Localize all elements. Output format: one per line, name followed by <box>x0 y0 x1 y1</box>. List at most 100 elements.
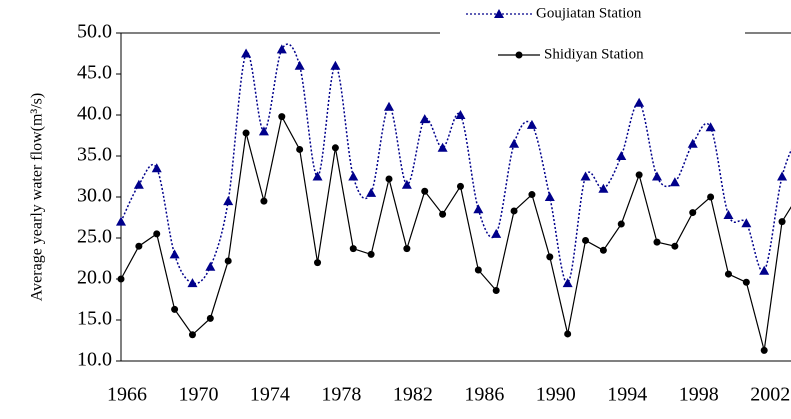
legend-marker <box>515 51 523 59</box>
marker <box>582 236 590 244</box>
marker <box>206 314 214 322</box>
plot-area <box>116 43 791 354</box>
x-tick-label: 1990 <box>536 384 576 406</box>
marker <box>705 122 716 132</box>
marker <box>296 145 304 153</box>
marker <box>723 210 734 220</box>
marker <box>169 249 180 259</box>
y-tick-label: 30.0 <box>77 185 112 207</box>
marker <box>419 114 430 124</box>
marker <box>564 330 572 338</box>
y-tick-label: 25.0 <box>77 226 112 248</box>
marker <box>205 261 216 271</box>
marker <box>278 113 286 121</box>
marker <box>509 138 520 148</box>
marker <box>491 228 502 238</box>
marker <box>348 171 359 181</box>
marker <box>759 265 770 275</box>
marker <box>171 305 179 313</box>
marker <box>707 193 715 201</box>
marker <box>437 142 448 152</box>
marker <box>384 101 394 111</box>
marker <box>153 230 161 238</box>
marker <box>652 171 662 181</box>
x-tick-label: 2002 <box>750 384 790 406</box>
marker <box>689 209 697 217</box>
y-axis-label: Average yearly water flow(m³/s) <box>29 93 46 301</box>
marker <box>653 238 661 246</box>
marker <box>635 171 643 179</box>
y-tick-label: 15.0 <box>77 308 112 330</box>
x-tick-label: 1982 <box>393 384 433 406</box>
marker <box>455 110 466 119</box>
marker <box>778 218 786 226</box>
marker <box>598 183 609 193</box>
x-tick-label: 1998 <box>679 384 719 406</box>
marker <box>135 242 143 250</box>
x-tick-label: 1978 <box>321 384 361 406</box>
marker <box>724 270 732 278</box>
marker <box>473 204 484 214</box>
marker <box>133 179 144 189</box>
marker <box>634 97 645 107</box>
marker <box>294 60 305 70</box>
y-tick-label: 35.0 <box>77 144 112 166</box>
marker <box>492 286 500 294</box>
marker <box>151 163 162 173</box>
marker <box>276 44 287 54</box>
marker <box>258 126 269 136</box>
marker <box>562 278 573 288</box>
marker <box>330 60 341 70</box>
y-tick-label: 50.0 <box>77 21 112 43</box>
y-tick-label: 20.0 <box>77 267 112 289</box>
marker <box>117 275 125 283</box>
marker <box>599 246 607 254</box>
marker <box>260 197 268 205</box>
marker <box>312 171 323 181</box>
marker <box>617 220 625 228</box>
marker <box>223 196 234 206</box>
legend-label: Shidiyan Station <box>544 46 644 62</box>
series-line <box>120 114 791 351</box>
marker <box>741 218 752 228</box>
y-tick-label: 40.0 <box>77 103 112 125</box>
marker <box>544 192 555 201</box>
marker <box>242 129 250 137</box>
x-tick-label: 1966 <box>107 384 147 406</box>
y-tick-label: 10.0 <box>77 349 112 371</box>
marker <box>188 331 196 339</box>
marker <box>366 187 377 197</box>
marker <box>669 177 680 187</box>
marker <box>760 346 768 354</box>
marker <box>526 119 537 129</box>
marker <box>224 257 232 265</box>
x-tick-label: 1974 <box>250 384 290 406</box>
marker <box>349 245 357 253</box>
marker <box>777 171 788 181</box>
marker <box>241 48 252 58</box>
marker <box>314 259 322 267</box>
series-line <box>120 43 791 285</box>
marker <box>385 175 393 183</box>
x-tick-label: 1994 <box>607 384 647 406</box>
marker <box>580 171 591 181</box>
marker <box>116 216 126 226</box>
marker <box>687 138 698 148</box>
x-tick-label: 1986 <box>464 384 504 406</box>
marker <box>403 245 411 253</box>
marker <box>528 191 536 199</box>
marker <box>546 253 554 261</box>
marker <box>456 182 464 190</box>
marker <box>367 250 375 258</box>
y-tick-label: 45.0 <box>77 62 112 84</box>
marker <box>187 278 198 288</box>
legend-marker <box>494 9 504 18</box>
marker <box>474 266 482 274</box>
legend-label: Goujiatan Station <box>536 5 642 21</box>
marker <box>671 242 679 250</box>
marker <box>742 278 750 286</box>
legend-box <box>440 0 745 70</box>
x-tick-label: 1970 <box>178 384 218 406</box>
marker <box>439 210 447 218</box>
